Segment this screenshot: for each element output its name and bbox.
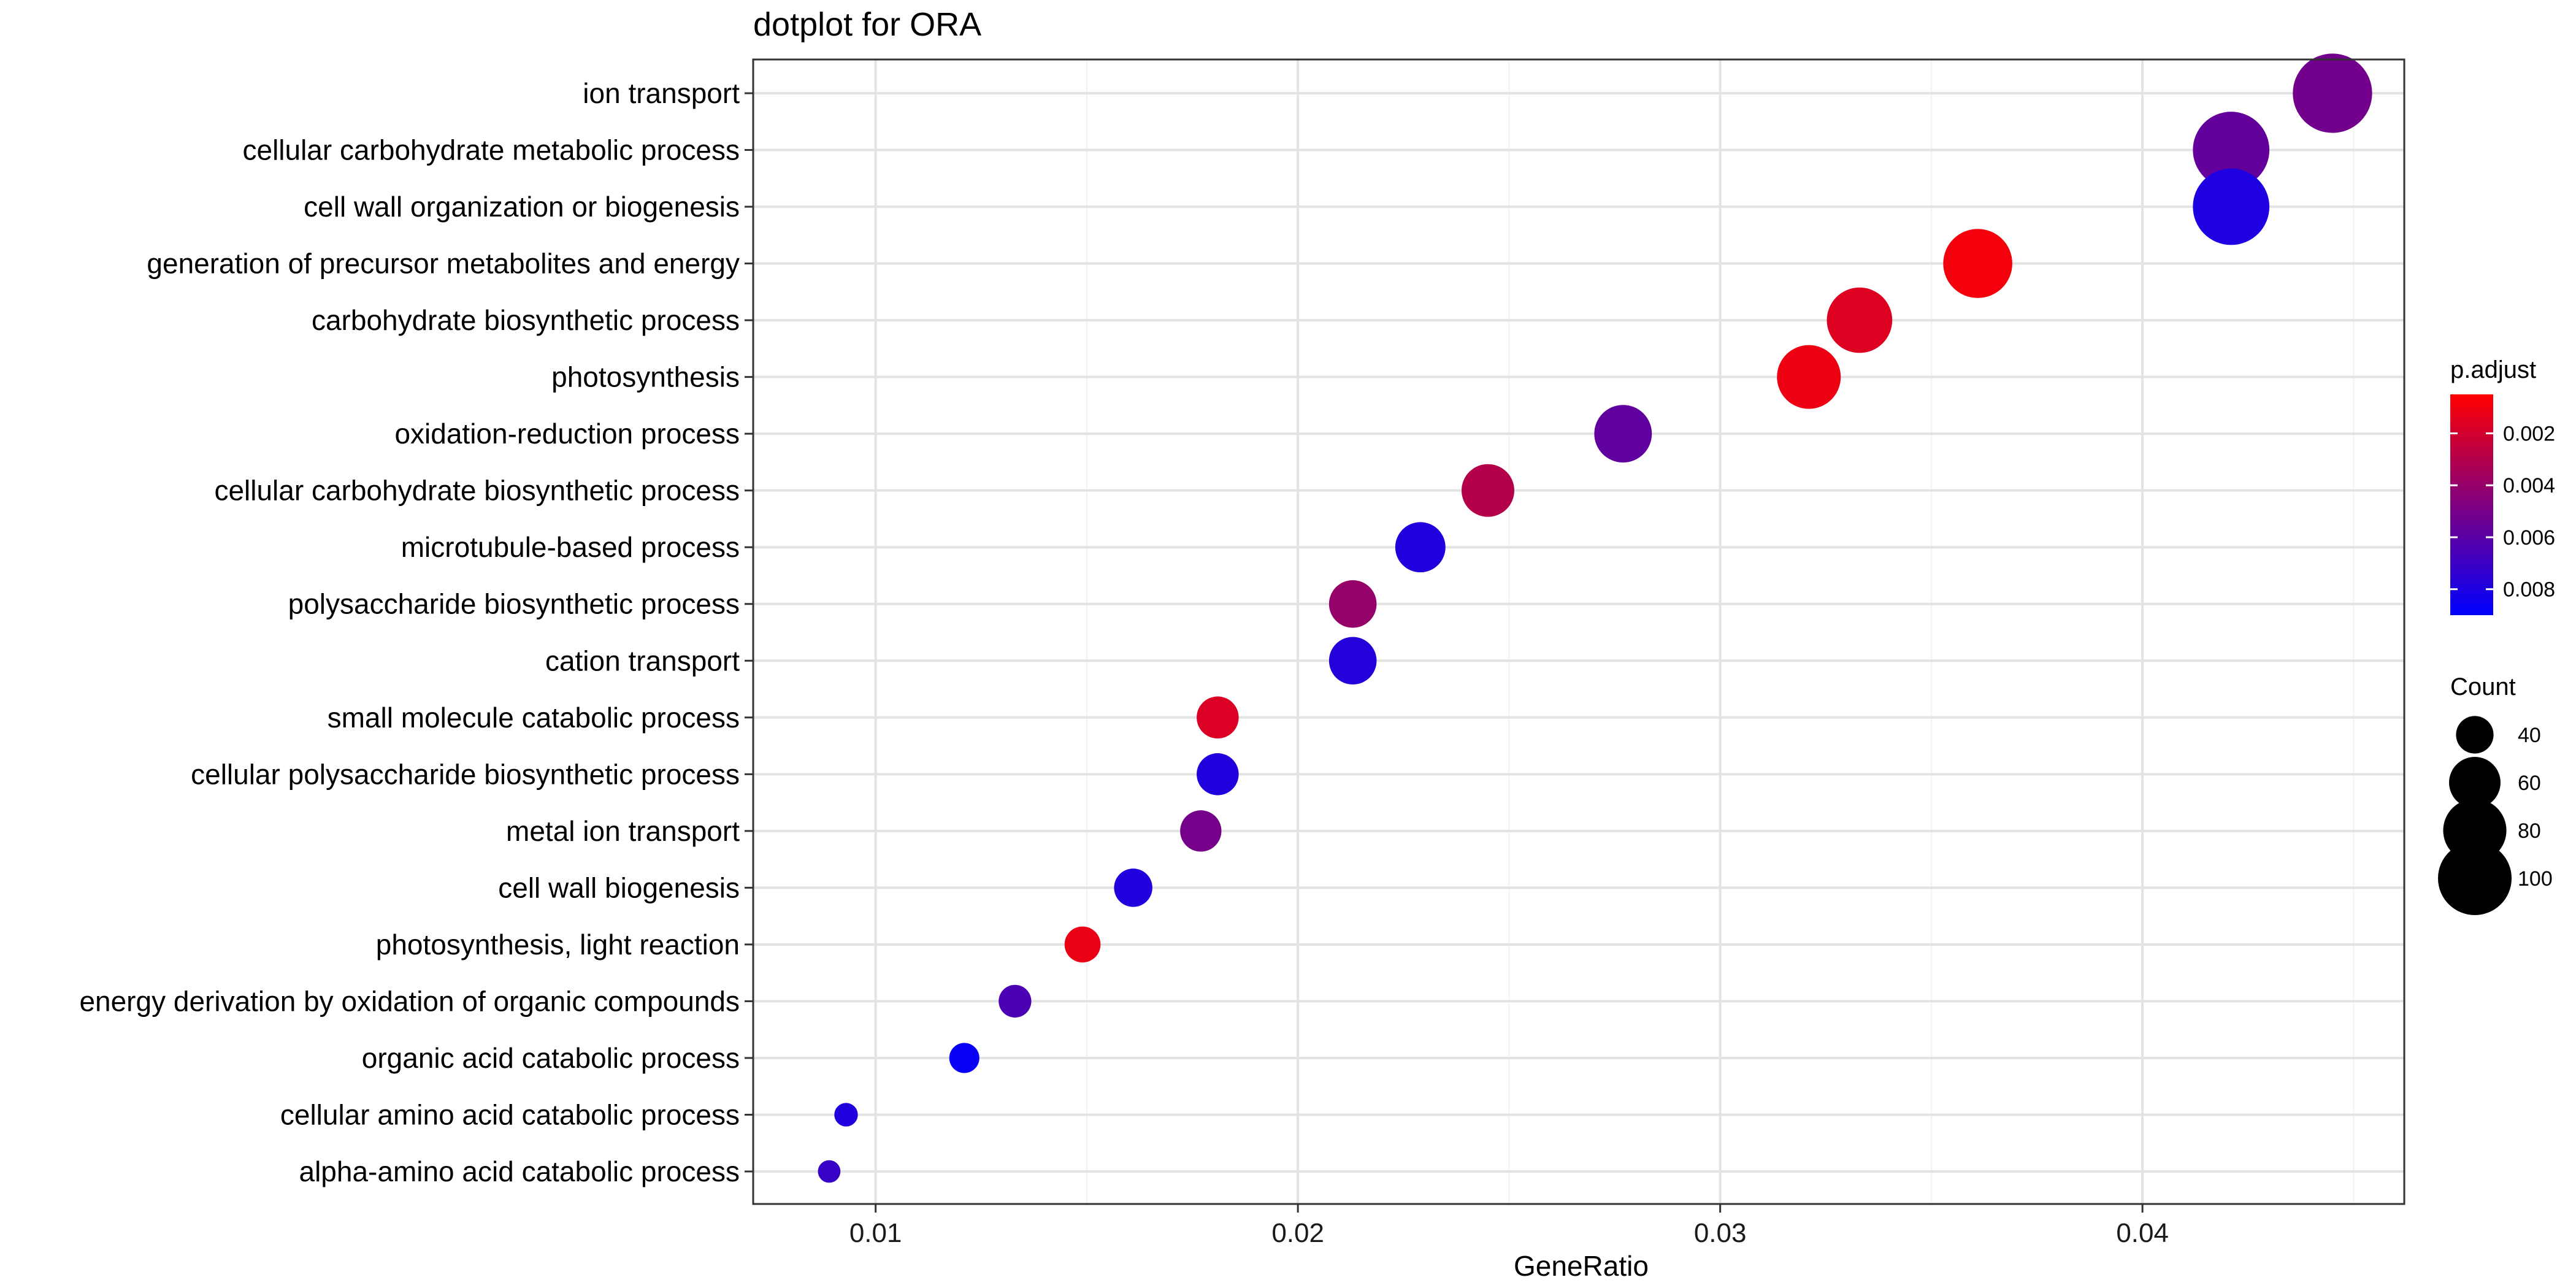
colorbar-label: 0.006 (2503, 526, 2555, 550)
data-point (834, 1103, 858, 1127)
colorbar-label: 0.004 (2503, 474, 2555, 497)
y-tick-label: microtubule-based process (401, 531, 740, 563)
y-tick-label: photosynthesis (551, 361, 740, 393)
chart-title: dotplot for ORA (753, 6, 981, 43)
y-tick-label: metal ion transport (506, 815, 740, 847)
count-legend-dot (2438, 841, 2512, 915)
x-tick-label: 0.03 (1694, 1218, 1747, 1248)
data-point (1395, 522, 1446, 573)
count-legend-label: 80 (2518, 819, 2541, 843)
count-legend-label: 100 (2518, 867, 2553, 891)
y-tick-label: organic acid catabolic process (362, 1042, 740, 1074)
data-point (949, 1043, 979, 1073)
data-point (1594, 405, 1652, 463)
data-point (2293, 53, 2372, 133)
count-legend-dot (2456, 716, 2494, 754)
count-legend-title: Count (2450, 673, 2516, 700)
p-adjust-colorbar (2450, 394, 2493, 615)
y-tick-label: cellular polysaccharide biosynthetic pro… (191, 758, 740, 790)
y-tick-label: ion transport (583, 77, 740, 109)
data-point (1328, 580, 1377, 628)
data-point (2193, 112, 2270, 188)
data-point (1197, 696, 1239, 739)
y-tick-label: polysaccharide biosynthetic process (288, 588, 740, 620)
data-point (1197, 753, 1239, 795)
y-tick-label: photosynthesis, light reaction (376, 929, 740, 960)
count-legend: Count 40 60 80 100 (2438, 673, 2553, 915)
y-tick-label: cation transport (545, 645, 740, 677)
colorbar-label: 0.002 (2503, 423, 2555, 446)
colorbar-label: 0.008 (2503, 578, 2555, 602)
y-tick-label: cellular carbohydrate biosynthetic proce… (214, 475, 740, 507)
data-point (1180, 810, 1222, 852)
y-tick-label: generation of precursor metabolites and … (147, 248, 740, 280)
y-tick-label: cellular carbohydrate metabolic process (242, 134, 740, 166)
data-point (2193, 168, 2270, 245)
p-adjust-legend-title: p.adjust (2450, 356, 2536, 383)
p-adjust-legend: p.adjust 0.002 0.004 0.006 0.008 (2450, 356, 2555, 615)
x-tick-label: 0.02 (1271, 1218, 1324, 1248)
x-axis-title: GeneRatio (1514, 1250, 1649, 1282)
panel-border (752, 58, 2405, 1205)
count-legend-label: 60 (2518, 772, 2541, 795)
data-point (1461, 464, 1514, 517)
data-point (999, 984, 1032, 1018)
data-point (1328, 637, 1377, 685)
data-point (1114, 868, 1152, 907)
data-point (1827, 287, 1893, 353)
y-tick-label: small molecule catabolic process (328, 702, 740, 734)
y-tick-label: oxidation-reduction process (394, 418, 740, 450)
count-legend-dot (2449, 757, 2501, 808)
y-tick-label: cell wall organization or biogenesis (304, 191, 740, 223)
y-tick-label: cell wall biogenesis (498, 872, 740, 903)
data-point (1064, 926, 1101, 963)
y-tick-label: energy derivation by oxidation of organi… (79, 985, 740, 1017)
data-point (1777, 345, 1841, 409)
x-tick-label: 0.01 (849, 1218, 902, 1248)
y-tick-label: carbohydrate biosynthetic process (312, 304, 740, 336)
y-tick-label: cellular amino acid catabolic process (280, 1098, 740, 1130)
x-tick-label: 0.04 (2116, 1218, 2169, 1248)
count-legend-label: 40 (2518, 724, 2541, 747)
data-point (1943, 229, 2012, 298)
y-tick-label: alpha-amino acid catabolic process (299, 1156, 740, 1187)
data-point (818, 1160, 841, 1183)
